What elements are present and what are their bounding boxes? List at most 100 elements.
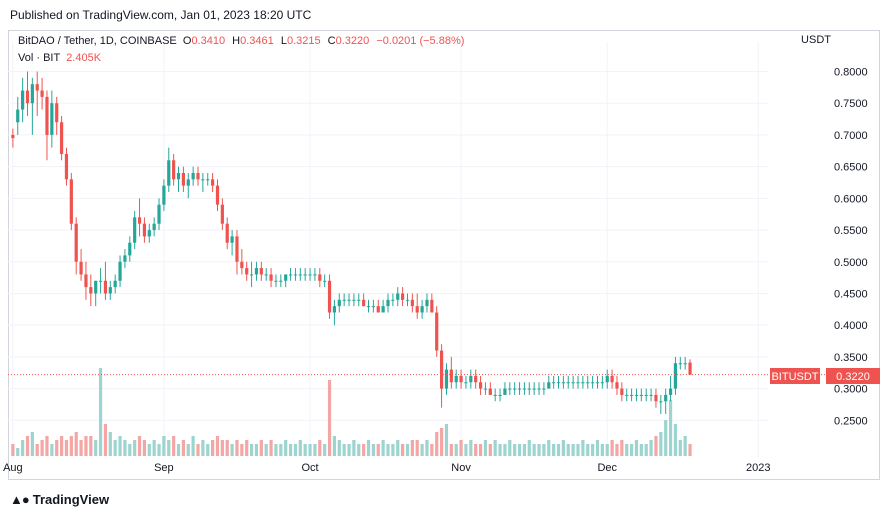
candle-body (269, 274, 273, 281)
x-tick-label: Nov (451, 462, 471, 474)
candle-body (522, 388, 527, 390)
candle-body (176, 172, 181, 180)
candle-body (644, 394, 648, 396)
candle-body (610, 375, 614, 383)
candle-body (162, 185, 166, 205)
volume-bar (35, 444, 39, 456)
candle-body (508, 388, 512, 390)
candle-body (634, 394, 639, 396)
y-tick-label: 0.3500 (834, 352, 868, 364)
volume-bar (581, 440, 585, 456)
open-label: O (182, 35, 192, 47)
candle-body (191, 172, 195, 180)
candle-body (396, 293, 400, 300)
volume-bar (625, 444, 629, 456)
candle-body (678, 363, 682, 365)
volume-bar (245, 440, 249, 456)
price-tag-symbol: BITUSDT (771, 371, 818, 383)
volume-bar (644, 444, 648, 456)
volume-bar (659, 432, 663, 456)
y-axis: 0.8000 0.7500 0.7000 0.6500 0.6000 0.5500 0.50… (834, 67, 868, 428)
candle-body (439, 350, 444, 389)
volume-bar (45, 436, 49, 456)
candle-body (561, 382, 565, 384)
candle-body (566, 382, 570, 384)
candle-body (581, 382, 585, 384)
volume-bar (288, 444, 293, 456)
candle-body (605, 375, 609, 383)
candle-body (284, 274, 288, 281)
candle-body (25, 90, 30, 104)
candle-body (444, 369, 449, 389)
volume-bar (464, 444, 468, 456)
logo-text: TradingView (32, 492, 110, 507)
volume-bar (259, 440, 263, 456)
volume-bar (664, 420, 668, 456)
candle-body (157, 204, 161, 224)
candle-body (503, 388, 507, 395)
volume-bar (605, 444, 609, 456)
volume-bar (308, 444, 312, 456)
volume-bar (313, 444, 317, 456)
candle-body (133, 217, 137, 243)
volume-bar (629, 444, 634, 456)
volume-bar (40, 440, 44, 456)
volume-bar (64, 440, 69, 456)
candle-body (449, 369, 453, 383)
volume-bar (25, 436, 30, 456)
candle-body (586, 382, 590, 384)
candle-body (459, 375, 463, 383)
candle-body (172, 160, 176, 180)
candle-body (303, 274, 307, 276)
candle-body (571, 382, 575, 384)
volume-bar (269, 440, 273, 456)
candle-body (98, 280, 103, 282)
candle-body (454, 375, 458, 383)
volume-bar (405, 444, 410, 456)
candle-body (264, 274, 268, 276)
candle-body (591, 382, 595, 384)
candle-body (308, 274, 312, 276)
volume-bar (157, 444, 161, 456)
candle-body (488, 388, 492, 395)
low-label: L (280, 35, 287, 47)
candle-body (415, 306, 419, 313)
volume-bar (181, 440, 185, 456)
volume-bar (264, 444, 268, 456)
candle-body (45, 96, 49, 135)
tradingview-logo[interactable]: ▲● TradingView (10, 492, 109, 507)
volume-bar (293, 444, 298, 456)
chart-frame[interactable] (8, 30, 880, 480)
candle-body (664, 394, 668, 402)
candle-body (142, 223, 147, 237)
candle-body (435, 312, 439, 351)
candle-body (362, 299, 366, 307)
volume-bar (142, 440, 147, 456)
volume-bar (323, 444, 327, 456)
candle-body (113, 280, 117, 288)
volume-bar (215, 436, 220, 456)
candle-body (274, 280, 278, 282)
volume-value: 2.405K (66, 52, 102, 64)
volume-bar (113, 440, 117, 456)
candle-body (118, 261, 122, 281)
volume-bar (133, 440, 137, 456)
candle-body (215, 185, 220, 205)
candle-body (469, 375, 473, 383)
candle-body (64, 153, 69, 180)
candle-body (464, 382, 468, 384)
candle-body (59, 122, 64, 154)
y-tick-label: 0.6500 (834, 162, 868, 174)
candle-body (615, 382, 619, 389)
candle-body (225, 223, 229, 243)
volume-bar (220, 440, 224, 456)
volume-bar (668, 400, 673, 456)
candle-body (167, 160, 171, 186)
volume-bar (298, 440, 302, 456)
ohlc-legend: BitDAO / Tether, 1D, COINBASE O0.3410 H0… (18, 35, 468, 47)
candle-body (55, 103, 59, 123)
volume-bar (84, 436, 88, 456)
candle-body (259, 268, 263, 275)
volume-bar (108, 432, 112, 456)
